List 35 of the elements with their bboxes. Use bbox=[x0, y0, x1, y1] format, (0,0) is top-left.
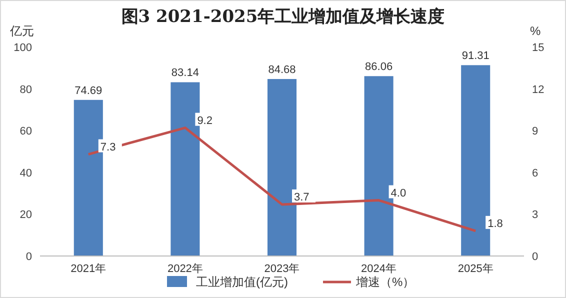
y-axis-title: 亿元 bbox=[9, 24, 34, 38]
x-tick-label: 2023年 bbox=[264, 263, 300, 275]
bar bbox=[74, 100, 103, 256]
y-tick-label: 0 bbox=[26, 251, 32, 263]
data-label: 86.06 bbox=[365, 61, 393, 74]
y-tick-label: 100 bbox=[14, 42, 32, 54]
x-tick-label: 2024年 bbox=[361, 263, 397, 275]
data-label: 7.3 bbox=[100, 141, 116, 154]
y2-tick-label: 12 bbox=[532, 84, 544, 96]
bar bbox=[461, 65, 490, 256]
y2-tick-label: 9 bbox=[532, 126, 538, 138]
y2-tick-label: 3 bbox=[532, 209, 538, 222]
data-label: 9.2 bbox=[197, 114, 212, 127]
data-label: 74.69 bbox=[74, 84, 102, 97]
legend-label: 增速（%） bbox=[355, 275, 415, 289]
y-tick-label: 20 bbox=[20, 209, 32, 222]
data-label: 1.8 bbox=[488, 218, 503, 230]
x-tick-label: 2022年 bbox=[167, 263, 203, 275]
y2-tick-label: 15 bbox=[532, 42, 544, 54]
legend-label: 工业增加值(亿元) bbox=[196, 275, 288, 289]
chart-title: 图3 2021-2025年工业增加值及增长速度 bbox=[121, 7, 445, 27]
y2-tick-label: 0 bbox=[532, 251, 538, 263]
y2-axis-title: % bbox=[530, 24, 541, 38]
x-tick-label: 2021年 bbox=[70, 263, 106, 275]
data-label: 4.0 bbox=[390, 187, 406, 200]
line-series bbox=[87, 126, 477, 232]
data-label: 83.14 bbox=[171, 67, 199, 80]
data-label: 91.31 bbox=[462, 50, 490, 62]
y-tick-label: 60 bbox=[20, 126, 32, 138]
y-tick-label: 40 bbox=[20, 167, 32, 180]
y-tick-label: 80 bbox=[20, 84, 32, 96]
data-label: 84.68 bbox=[268, 64, 296, 76]
x-tick-label: 2025年 bbox=[458, 263, 494, 275]
data-label: 3.7 bbox=[294, 191, 310, 204]
y2-tick-label: 6 bbox=[532, 167, 538, 180]
